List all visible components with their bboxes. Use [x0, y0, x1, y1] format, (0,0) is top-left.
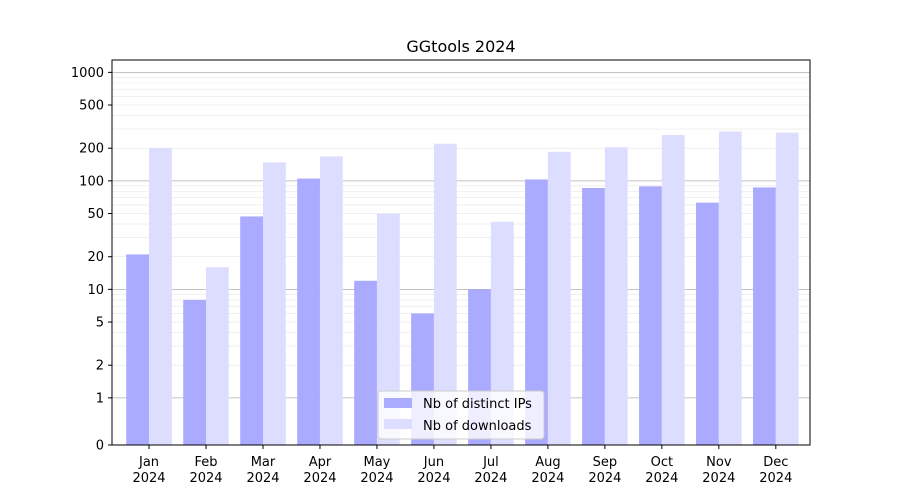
x-tick-label-month: Dec — [763, 455, 788, 470]
legend-swatch-distinct-ips — [384, 398, 412, 408]
x-tick-label-month: Oct — [651, 455, 673, 470]
y-tick-label: 10 — [87, 283, 104, 298]
x-tick-label-year: 2024 — [189, 471, 222, 486]
legend: Nb of distinct IPs Nb of downloads — [377, 390, 545, 440]
y-axis: 0 1 2 5 10 20 50 100 200 500 1000 — [71, 66, 112, 454]
x-tick-label-month: Jul — [482, 455, 499, 470]
x-tick-label-month: May — [364, 455, 391, 470]
bar-downloads — [262, 162, 286, 445]
x-tick-label-month: Nov — [706, 455, 732, 470]
bar-distinct-ips — [582, 187, 605, 445]
y-tick-label: 50 — [87, 207, 104, 222]
x-tick-label-year: 2024 — [132, 471, 165, 486]
bar-downloads — [718, 131, 742, 445]
x-tick-label-year: 2024 — [759, 471, 792, 486]
bar-distinct-ips — [297, 178, 320, 446]
bar-downloads — [319, 156, 343, 446]
x-tick-label-month: Aug — [535, 455, 560, 470]
bar-downloads — [490, 221, 514, 445]
x-tick-label-year: 2024 — [417, 471, 450, 486]
y-tick-label: 200 — [79, 142, 104, 157]
y-tick-label: 500 — [79, 99, 104, 114]
chart-title: GGtools 2024 — [406, 37, 515, 56]
y-tick-label: 1 — [96, 391, 104, 406]
y-tick-label: 0 — [96, 439, 104, 454]
legend-frame — [377, 390, 545, 440]
bar-downloads — [547, 151, 571, 445]
bar-downloads — [604, 147, 628, 445]
bar-downloads — [206, 267, 229, 445]
bar-distinct-ips — [753, 187, 776, 446]
x-tick-label-month: Feb — [195, 455, 218, 470]
x-tick-label-month: Mar — [251, 455, 276, 470]
x-tick-label-month: Jun — [423, 455, 444, 470]
x-axis: Jan2024Feb2024Mar2024Apr2024May2024Jun20… — [132, 445, 792, 486]
x-tick-label-year: 2024 — [588, 471, 621, 486]
x-tick-label-year: 2024 — [645, 471, 678, 486]
y-tick-label: 5 — [96, 316, 104, 331]
x-tick-label-year: 2024 — [474, 471, 507, 486]
x-tick-label-month: Jan — [138, 455, 159, 470]
legend-label-distinct-ips: Nb of distinct IPs — [423, 397, 532, 412]
bar-distinct-ips — [639, 186, 662, 445]
y-tick-label: 20 — [87, 250, 104, 265]
bar-downloads — [775, 132, 799, 445]
x-tick-label-year: 2024 — [246, 471, 279, 486]
bar-downloads — [661, 134, 685, 445]
x-tick-label-month: Apr — [309, 455, 332, 470]
bar-downloads — [376, 213, 400, 445]
bar-distinct-ips — [183, 299, 207, 445]
x-tick-label-month: Sep — [593, 455, 618, 470]
plot-frame — [111, 59, 811, 446]
bar-distinct-ips — [696, 202, 719, 445]
y-tick-label: 2 — [96, 359, 104, 374]
bar-distinct-ips — [240, 216, 263, 445]
bar-distinct-ips — [354, 280, 377, 445]
x-tick-label-year: 2024 — [531, 471, 564, 486]
bar-distinct-ips — [525, 179, 548, 445]
bar-distinct-ips — [126, 254, 150, 445]
bar-downloads — [433, 143, 457, 446]
x-tick-label-year: 2024 — [303, 471, 336, 486]
legend-swatch-downloads — [384, 419, 412, 429]
y-tick-label: 1000 — [71, 66, 104, 81]
legend-label-downloads: Nb of downloads — [423, 419, 532, 434]
bar-downloads — [149, 148, 172, 445]
x-tick-label-year: 2024 — [702, 471, 735, 486]
x-tick-label-year: 2024 — [360, 471, 393, 486]
y-tick-label: 100 — [79, 174, 104, 189]
